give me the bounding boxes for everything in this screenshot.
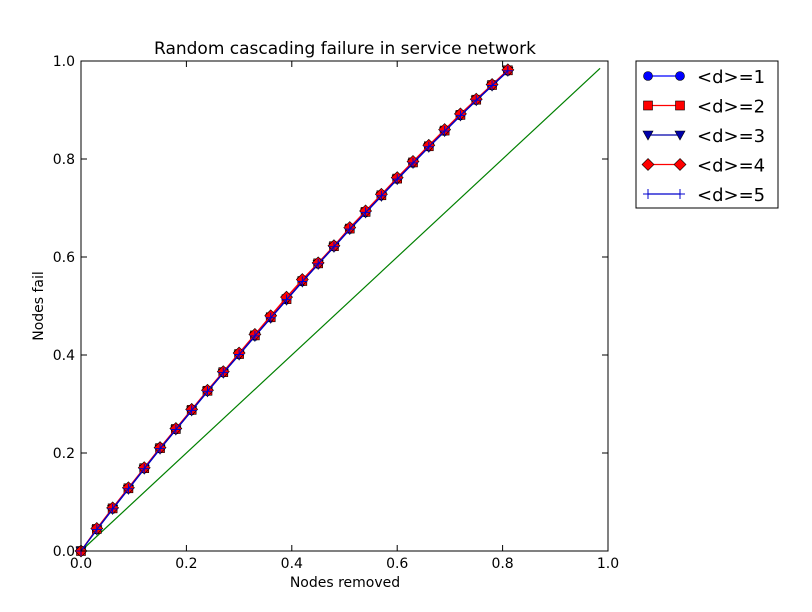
data-point [328, 241, 339, 252]
data-point [392, 174, 403, 185]
data-point [313, 258, 324, 269]
legend-marker [675, 189, 685, 199]
data-point [249, 330, 260, 341]
y-axis-label: Nodes fail [31, 271, 47, 341]
data-point [170, 424, 181, 435]
data-point [376, 190, 387, 201]
x-tick-label: 1.0 [597, 556, 619, 572]
legend-marker [675, 71, 685, 81]
series-5 [76, 65, 513, 556]
reference-line [80, 67, 601, 552]
x-axis-label: Nodes removed [290, 575, 400, 591]
y-tick-label: 1.0 [53, 54, 75, 70]
data-point [91, 524, 102, 535]
legend-marker [674, 130, 686, 141]
x-tick-label: 0.4 [281, 556, 303, 572]
data-point [344, 224, 355, 235]
data-point [218, 367, 229, 378]
data-point [360, 207, 371, 218]
y-tick-label: 0.8 [53, 152, 75, 168]
legend-marker [641, 158, 655, 171]
data-point [471, 95, 482, 106]
legend-label: <d>=4 [697, 156, 765, 177]
x-tick-label: 0.0 [70, 556, 92, 572]
x-tick-label: 0.6 [386, 556, 408, 572]
x-tick-label: 0.2 [175, 556, 197, 572]
legend-label: <d>=2 [697, 97, 765, 118]
legend-marker [643, 71, 653, 81]
series-line [80, 70, 509, 552]
data-point [502, 65, 513, 76]
legend-item: <d>=2 [643, 97, 765, 118]
legend-label: <d>=5 [697, 185, 765, 206]
data-point [297, 276, 308, 287]
legend-item: <d>=3 [642, 126, 765, 147]
y-tick-label: 0.2 [53, 446, 75, 462]
data-point [202, 386, 213, 397]
reference-line-path [80, 67, 601, 552]
data-point [265, 312, 276, 323]
legend-item: <d>=5 [643, 185, 765, 206]
legend-item: <d>=4 [641, 156, 765, 177]
data-point [408, 157, 419, 168]
data-point [107, 503, 118, 514]
x-tick-label: 0.8 [491, 556, 513, 572]
legend-label: <d>=3 [697, 126, 765, 147]
legend-marker [642, 130, 654, 141]
legend: <d>=1 <d>=2 <d>=3 <d>=4 <d>=5 [635, 60, 779, 209]
legend-marker [643, 189, 653, 199]
legend-marker [643, 100, 653, 111]
x-tick-labels: 0.0 0.2 0.4 0.6 0.8 1.0 [70, 556, 619, 572]
y-tick-label: 0.6 [53, 250, 75, 266]
data-point [139, 463, 150, 474]
data-point [234, 349, 245, 360]
y-tick-label: 0.4 [53, 348, 75, 364]
data-point [455, 110, 466, 121]
data-point [186, 405, 197, 416]
y-tick-label: 0.0 [53, 544, 75, 560]
legend-item: <d>=1 [643, 67, 765, 88]
series-line [80, 69, 509, 552]
legend-label: <d>=1 [697, 67, 765, 88]
data-point [123, 483, 134, 494]
data-point [281, 294, 292, 305]
legend-marker [675, 100, 685, 111]
y-tick-labels: 0.0 0.2 0.4 0.6 0.8 1.0 [53, 54, 75, 560]
data-point [423, 141, 434, 152]
legend-marker [673, 158, 687, 171]
plot-frame [80, 60, 609, 552]
data-point [155, 443, 166, 454]
data-point [439, 126, 450, 137]
chart-title: Random cascading failure in service netw… [154, 39, 536, 59]
data-point [487, 80, 498, 91]
